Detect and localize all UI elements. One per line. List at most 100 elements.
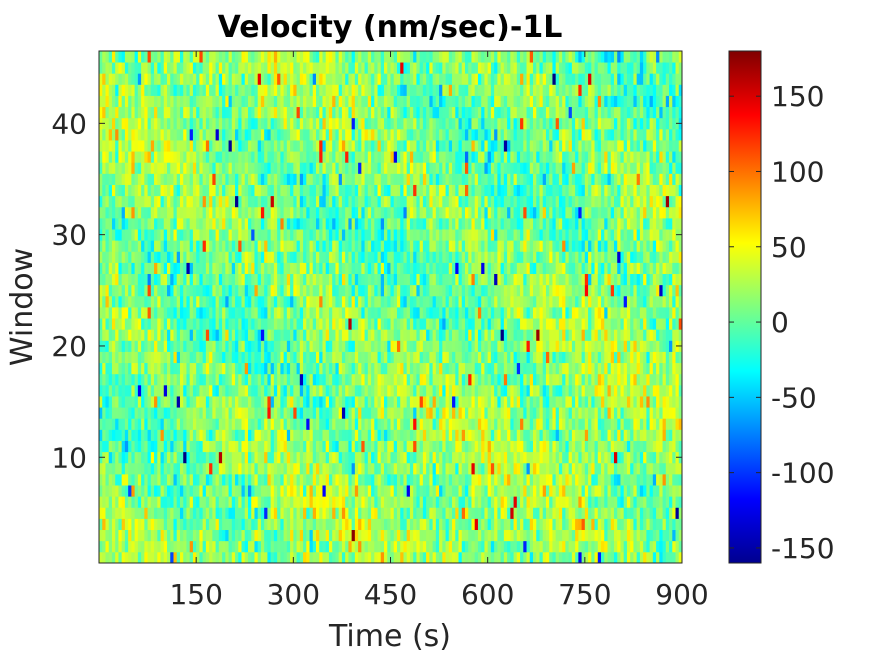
heatmap-cell: [374, 351, 378, 364]
heatmap-cell: [630, 318, 634, 330]
heatmap-cell: [639, 440, 644, 453]
heatmap-cell: [254, 473, 259, 486]
heatmap-cell: [545, 284, 550, 297]
heatmap-cell: [309, 440, 314, 453]
heatmap-cell: [238, 396, 242, 408]
heatmap-cell: [283, 451, 288, 464]
heatmap-cell: [316, 418, 320, 430]
heatmap-cell: [578, 540, 582, 553]
heatmap-cell: [533, 295, 537, 308]
heatmap-cell: [390, 318, 395, 330]
heatmap-cell: [400, 329, 404, 341]
heatmap-cell: [218, 540, 223, 553]
heatmap-cell: [270, 418, 275, 430]
heatmap-cell: [578, 496, 582, 508]
heatmap-cell: [141, 440, 145, 453]
heatmap-cell: [293, 373, 297, 386]
heatmap-cell: [196, 451, 200, 464]
heatmap-cell: [147, 540, 152, 553]
heatmap-cell: [617, 551, 621, 564]
heatmap-cell: [137, 529, 142, 542]
heatmap-cell: [121, 273, 126, 286]
heatmap-cell: [380, 340, 385, 352]
heatmap-cell: [656, 496, 660, 508]
heatmap-cell: [581, 273, 586, 286]
heatmap-cell: [633, 307, 638, 319]
heatmap-cell: [115, 440, 119, 453]
heatmap-cell: [500, 451, 505, 464]
heatmap-cell: [422, 518, 427, 531]
heatmap-cell: [500, 362, 505, 375]
heatmap-cell: [497, 351, 502, 364]
heatmap-cell: [539, 351, 544, 364]
heatmap-cell: [432, 518, 437, 531]
heatmap-cell: [312, 462, 317, 475]
heatmap-cell: [656, 485, 660, 497]
heatmap-cell: [471, 351, 476, 364]
heatmap-cell: [565, 540, 570, 553]
heatmap-cell: [639, 507, 644, 519]
heatmap-cell: [665, 340, 670, 352]
heatmap-cell: [160, 440, 165, 453]
heatmap-cell: [439, 485, 443, 497]
heatmap-cell: [669, 529, 673, 542]
heatmap-cell: [141, 262, 145, 275]
heatmap-cell: [192, 540, 197, 553]
heatmap-cell: [555, 273, 560, 286]
heatmap-cell: [377, 429, 382, 441]
heatmap-cell: [241, 284, 246, 297]
heatmap-cell: [542, 351, 547, 364]
heatmap-cell: [290, 307, 294, 319]
heatmap-cell: [361, 529, 365, 542]
heatmap-cell: [283, 462, 288, 475]
heatmap-cell: [354, 262, 359, 275]
heatmap-cell: [474, 284, 479, 297]
heatmap-cell: [520, 418, 524, 430]
heatmap-cell: [183, 362, 187, 375]
heatmap-cell: [659, 473, 663, 486]
heatmap-cell: [322, 329, 327, 341]
heatmap-cell: [594, 373, 599, 386]
heatmap-cell: [652, 295, 657, 308]
heatmap-cell: [416, 462, 421, 475]
heatmap-cell: [578, 307, 582, 319]
heatmap-cell: [212, 351, 216, 364]
heatmap-cell: [299, 284, 304, 297]
heatmap-cell: [325, 373, 330, 386]
heatmap-cell: [157, 340, 161, 352]
heatmap-cell: [348, 362, 353, 375]
heatmap-cell: [597, 362, 602, 375]
heatmap-cell: [510, 284, 514, 297]
heatmap-cell: [377, 440, 382, 453]
heatmap-cell: [179, 551, 184, 564]
heatmap-cell: [481, 473, 485, 486]
heatmap-cell: [131, 329, 136, 341]
heatmap-cell: [581, 473, 586, 486]
heatmap-cell: [571, 262, 576, 275]
heatmap-cell: [422, 451, 427, 464]
heatmap-cell: [672, 429, 676, 441]
heatmap-cell: [474, 329, 479, 341]
heatmap-cell: [552, 529, 557, 542]
heatmap-cell: [649, 307, 654, 319]
heatmap-cell: [157, 518, 161, 531]
heatmap-cell: [137, 329, 142, 341]
heatmap-cell: [562, 529, 566, 542]
heatmap-cell: [299, 429, 304, 441]
heatmap-cell: [196, 551, 200, 564]
heatmap-cell: [649, 295, 654, 308]
heatmap-cell: [500, 273, 505, 286]
heatmap-cell: [591, 273, 595, 286]
heatmap-cell: [601, 351, 605, 364]
heatmap-cell: [189, 518, 194, 531]
heatmap-cell: [494, 295, 498, 308]
heatmap-cell: [659, 418, 663, 430]
heatmap-cell: [665, 451, 670, 464]
heatmap-cell: [345, 362, 349, 375]
heatmap-cell: [328, 518, 333, 531]
heatmap-cell: [144, 462, 148, 475]
heatmap-cell: [552, 507, 557, 519]
heatmap-cell: [571, 429, 576, 441]
heatmap-cell: [325, 362, 330, 375]
heatmap-cell: [575, 362, 579, 375]
